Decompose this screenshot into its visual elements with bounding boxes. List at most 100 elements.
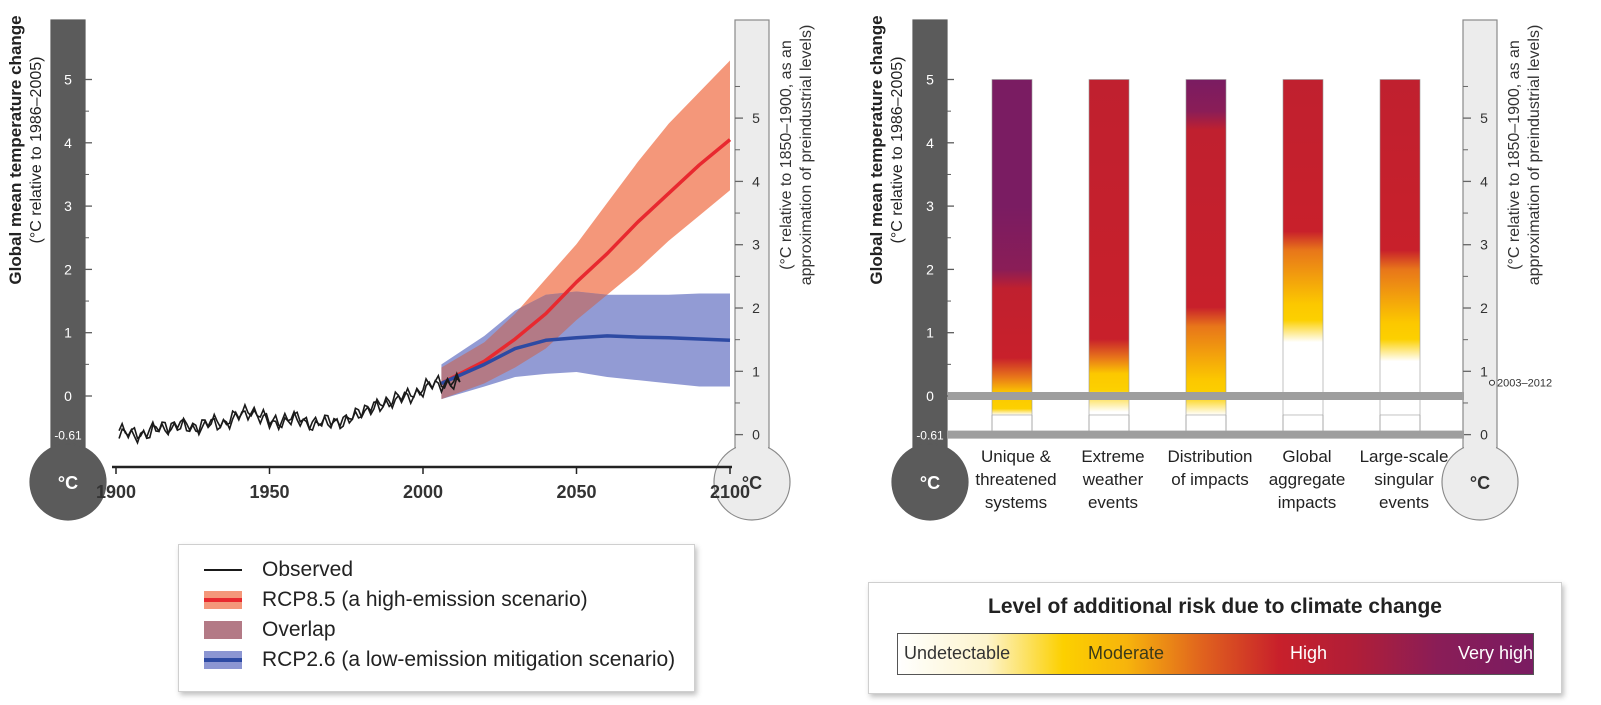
y-tick-label: 5 [926, 72, 934, 88]
left-thermometer-bulb [891, 443, 969, 521]
legend-item-rcp85: RCP8.5 (a high-emission scenario) [204, 585, 588, 615]
y-tick-label: -0.61 [54, 429, 82, 443]
risk-level-moderate: Moderate [1088, 643, 1165, 663]
y2-tick-label: 1 [752, 363, 760, 379]
y2-tick-label: 2 [752, 300, 760, 316]
y-tick-label: -0.61 [916, 429, 944, 443]
y2-tick-label: 0 [1480, 427, 1488, 443]
rcp26-line [440, 334, 731, 385]
left-axis-title: Global mean temperature change [6, 15, 25, 284]
y2-tick-label: 4 [752, 173, 760, 189]
right-axis-title-group: (°C relative to 1850–1900, as an approxim… [778, 25, 815, 286]
category-label: Extreme [1081, 447, 1144, 466]
y2-tick-label: 1 [1480, 363, 1488, 379]
risk-bar [1379, 79, 1421, 416]
y2-tick-label: 5 [1480, 110, 1488, 126]
right-axis-subtitle: approximation of preindustrial levels) [1526, 25, 1543, 286]
x-tick-label: 2050 [556, 482, 596, 502]
category-label: Large-scale [1360, 447, 1449, 466]
y2-tick-label: 5 [752, 110, 760, 126]
legend-item-rcp26: RCP2.6 (a low-emission mitigation scenar… [204, 645, 675, 675]
risk-bar [1088, 79, 1130, 416]
risk-level-very-high: Very high [1458, 643, 1534, 663]
observed-period-marker [1489, 379, 1495, 386]
x-tick-label: 1900 [96, 482, 136, 502]
right-thermometer-tube-inner [1464, 21, 1496, 483]
right-axis-title: (°C relative to 1850–1900, as an [778, 40, 795, 270]
right-axis-title-group: (°C relative to 1850–1900, as an approxim… [1506, 25, 1543, 286]
x-tick-label: 1950 [249, 482, 289, 502]
risk-legend-title: Level of additional risk due to climate … [988, 595, 1442, 618]
category-label: events [1088, 493, 1138, 512]
risk-level-undetectable: Undetectable [904, 643, 1011, 663]
y-tick-label: 0 [926, 388, 934, 404]
y-tick-label: 0 [64, 388, 72, 404]
y2-tick-label: 0 [752, 427, 760, 443]
left-thermometer-tube [912, 19, 948, 483]
category-label: Global [1282, 447, 1331, 466]
left-thermometer-unit-label: °C [920, 473, 940, 493]
reference-band-preindustrial [948, 430, 1464, 439]
scenario-legend: Observed RCP8.5 (a high-emission scenari… [178, 544, 695, 692]
left-axis-subtitle: (°C relative to 1986–2005) [889, 57, 906, 244]
x-tick-label: 2100 [710, 482, 750, 502]
category-label: events [1379, 493, 1429, 512]
left-thermometer-tube [50, 19, 86, 483]
y-tick-label: 2 [926, 261, 934, 277]
right-axis-subtitle: approximation of preindustrial levels) [798, 25, 815, 286]
legend-label: Observed [262, 558, 354, 581]
y-tick-label: 3 [64, 198, 72, 214]
rcp85-line [440, 138, 732, 385]
left-axis-title-group: Global mean temperature change (°C relati… [6, 15, 45, 284]
y2-tick-label: 4 [1480, 173, 1488, 189]
category-label: impacts [1278, 493, 1337, 512]
y-tick-label: 1 [926, 325, 934, 341]
x-tick-label: 2000 [403, 482, 443, 502]
category-label: aggregate [1269, 470, 1346, 489]
right-thermometer-tube-inner [736, 21, 768, 483]
risk-bar [1282, 79, 1324, 416]
risk-bar [1185, 79, 1227, 416]
legend-label: Overlap [262, 618, 336, 641]
legend-swatch-observed [204, 561, 242, 579]
left-axis-subtitle: (°C relative to 1986–2005) [28, 57, 45, 244]
legend-item-overlap: Overlap [204, 615, 336, 645]
observed-period-label: 2003–2012 [1497, 378, 1552, 390]
risk-gradient-bar: Undetectable Moderate High Very high [897, 633, 1534, 675]
legend-swatch-rcp85 [204, 591, 242, 609]
category-label: Distribution [1167, 447, 1252, 466]
risk-legend: Level of additional risk due to climate … [868, 582, 1562, 694]
left-axis-title-group: Global mean temperature change (°C relati… [867, 15, 906, 284]
y-tick-label: 4 [926, 135, 934, 151]
y-tick-label: 3 [926, 198, 934, 214]
legend-swatch-rcp26 [204, 651, 242, 669]
category-label: singular [1374, 470, 1434, 489]
category-label: of impacts [1171, 470, 1248, 489]
y2-tick-label: 3 [752, 237, 760, 253]
right-axis-title: (°C relative to 1850–1900, as an [1506, 40, 1523, 270]
left-thermometer-bulb [29, 443, 107, 521]
observed-line-b [118, 371, 461, 445]
category-label: threatened [975, 470, 1056, 489]
right-thermometer-unit-label: °C [742, 473, 762, 493]
y-tick-label: 2 [64, 261, 72, 277]
legend-item-observed: Observed [204, 555, 353, 585]
y-tick-label: 1 [64, 325, 72, 341]
risk-level-high: High [1290, 643, 1328, 663]
rcp85-uncertainty-band [441, 60, 730, 400]
y-tick-label: 5 [64, 72, 72, 88]
right-thermometer-unit-label: °C [1470, 473, 1490, 493]
left-thermometer-unit-label: °C [58, 473, 78, 493]
left-chart: °C 5 4 3 2 1 0 -0.61 Global mean temperature cha… [6, 15, 815, 521]
legend-label: RCP8.5 (a high-emission scenario) [262, 588, 588, 611]
legend-swatch-overlap [204, 621, 242, 639]
legend-label: RCP2.6 (a low-emission mitigation scenar… [262, 648, 676, 671]
category-label: systems [985, 493, 1047, 512]
category-label: Unique & [981, 447, 1052, 466]
risk-bar [991, 79, 1033, 416]
right-chart: °C 5 4 3 2 1 0 -0.61 Global mean temperature cha… [867, 15, 1552, 521]
y2-tick-label: 2 [1480, 300, 1488, 316]
reference-band-zero [948, 392, 1464, 400]
category-label: weather [1082, 470, 1144, 489]
